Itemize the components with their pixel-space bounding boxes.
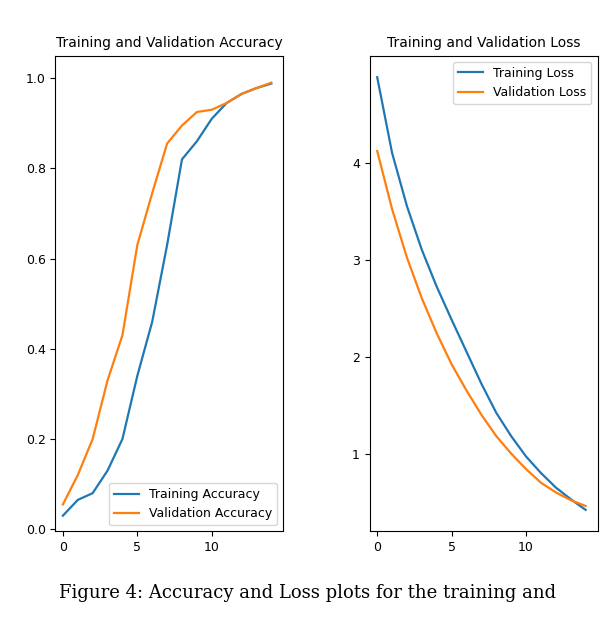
Validation Loss bbox=[508, 450, 515, 457]
Training Accuracy bbox=[253, 85, 260, 92]
Training Accuracy bbox=[238, 90, 245, 98]
Training Accuracy bbox=[104, 467, 111, 474]
Validation Accuracy bbox=[74, 472, 81, 479]
Training Loss bbox=[448, 316, 455, 323]
Training Accuracy bbox=[148, 318, 156, 326]
Training Loss bbox=[373, 74, 381, 81]
Training Accuracy bbox=[163, 242, 171, 249]
Validation Loss bbox=[582, 502, 590, 510]
Training Loss bbox=[478, 380, 485, 387]
Training Loss bbox=[582, 506, 590, 514]
Validation Accuracy bbox=[119, 332, 126, 339]
Validation Loss bbox=[522, 465, 530, 473]
Title: Training and Validation Accuracy: Training and Validation Accuracy bbox=[56, 36, 283, 50]
Title: Training and Validation Loss: Training and Validation Loss bbox=[387, 36, 580, 50]
Training Accuracy bbox=[134, 372, 141, 379]
Validation Loss bbox=[433, 329, 440, 337]
Validation Accuracy bbox=[59, 501, 67, 508]
Training Loss bbox=[552, 484, 559, 491]
Validation Accuracy bbox=[89, 435, 96, 442]
Training Loss bbox=[522, 453, 530, 460]
Validation Accuracy bbox=[238, 90, 245, 98]
Validation Loss bbox=[463, 387, 470, 394]
Training Accuracy bbox=[193, 138, 201, 145]
Validation Loss bbox=[448, 361, 455, 368]
Validation Loss bbox=[389, 205, 396, 213]
Text: Figure 4: Accuracy and Loss plots for the training and: Figure 4: Accuracy and Loss plots for th… bbox=[59, 584, 557, 603]
Validation Loss bbox=[373, 147, 381, 154]
Training Loss bbox=[567, 496, 575, 503]
Line: Validation Accuracy: Validation Accuracy bbox=[63, 83, 271, 504]
Validation Accuracy bbox=[193, 108, 201, 116]
Legend: Training Accuracy, Validation Accuracy: Training Accuracy, Validation Accuracy bbox=[108, 483, 277, 525]
Training Loss bbox=[508, 433, 515, 440]
Validation Accuracy bbox=[223, 99, 230, 107]
Training Loss bbox=[537, 469, 545, 476]
Validation Accuracy bbox=[267, 79, 275, 87]
Validation Loss bbox=[567, 496, 575, 504]
Training Accuracy bbox=[119, 435, 126, 442]
Validation Accuracy bbox=[104, 376, 111, 384]
Training Loss bbox=[463, 348, 470, 355]
Training Accuracy bbox=[208, 115, 216, 122]
Validation Accuracy bbox=[148, 190, 156, 197]
Validation Loss bbox=[493, 433, 500, 440]
Validation Loss bbox=[478, 411, 485, 418]
Legend: Training Loss, Validation Loss: Training Loss, Validation Loss bbox=[453, 62, 591, 104]
Validation Loss bbox=[537, 479, 545, 486]
Validation Accuracy bbox=[178, 122, 185, 129]
Validation Loss bbox=[418, 295, 426, 302]
Validation Loss bbox=[403, 254, 411, 261]
Validation Accuracy bbox=[208, 106, 216, 114]
Validation Accuracy bbox=[253, 85, 260, 92]
Validation Accuracy bbox=[134, 242, 141, 249]
Line: Training Accuracy: Training Accuracy bbox=[63, 83, 271, 515]
Line: Training Loss: Training Loss bbox=[377, 77, 586, 510]
Training Loss bbox=[433, 283, 440, 290]
Training Loss bbox=[403, 203, 411, 210]
Training Accuracy bbox=[59, 512, 67, 519]
Validation Accuracy bbox=[163, 140, 171, 147]
Training Accuracy bbox=[178, 156, 185, 163]
Training Loss bbox=[493, 409, 500, 417]
Validation Loss bbox=[552, 489, 559, 496]
Training Accuracy bbox=[267, 80, 275, 87]
Line: Validation Loss: Validation Loss bbox=[377, 151, 586, 506]
Training Loss bbox=[418, 246, 426, 253]
Training Accuracy bbox=[74, 496, 81, 504]
Training Loss bbox=[389, 149, 396, 156]
Training Accuracy bbox=[89, 489, 96, 497]
Training Accuracy bbox=[223, 99, 230, 107]
